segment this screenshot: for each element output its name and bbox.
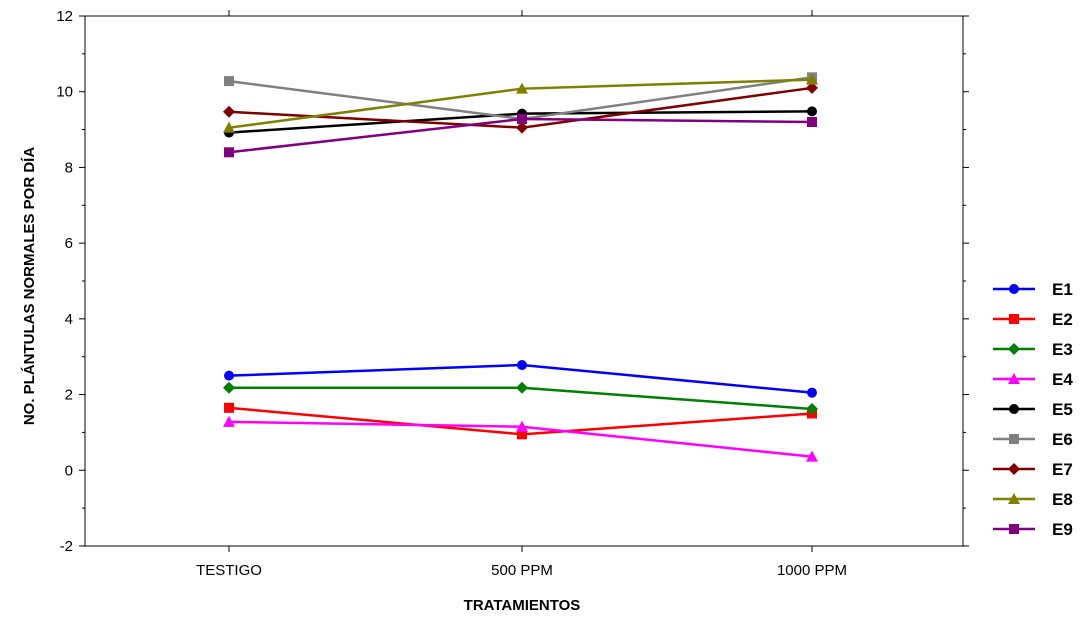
x-tick-label: 1000 PPM bbox=[777, 562, 847, 579]
data-point bbox=[516, 420, 528, 432]
data-point bbox=[807, 117, 817, 127]
x-tick-label: TESTIGO bbox=[196, 562, 262, 579]
x-tick-label: 500 PPM bbox=[491, 562, 553, 579]
legend-item-e9: E9 bbox=[993, 520, 1073, 539]
data-point bbox=[517, 113, 527, 124]
legend-item-e3: E3 bbox=[993, 340, 1073, 359]
data-point bbox=[806, 450, 818, 462]
plot-frame bbox=[84, 15, 964, 547]
legend-marker bbox=[1009, 524, 1019, 534]
y-tick-label: 0 bbox=[65, 462, 73, 479]
legend-marker bbox=[1008, 343, 1020, 355]
data-point bbox=[806, 73, 818, 85]
legend-label: E7 bbox=[1052, 460, 1073, 479]
y-tick-label: 6 bbox=[65, 235, 73, 252]
legend-marker bbox=[1009, 314, 1019, 324]
legend-marker bbox=[1008, 373, 1020, 384]
data-point bbox=[806, 402, 818, 415]
data-point bbox=[806, 81, 818, 94]
legend-label: E9 bbox=[1052, 520, 1073, 539]
data-point bbox=[223, 105, 235, 118]
series-e9 bbox=[224, 113, 817, 158]
data-point bbox=[517, 360, 527, 371]
legend-marker bbox=[1009, 284, 1019, 294]
y-tick-label: 10 bbox=[56, 84, 73, 101]
series-e7 bbox=[223, 81, 818, 134]
data-point bbox=[807, 106, 817, 117]
data-point bbox=[224, 76, 234, 87]
axes: -2 0 2 4 6 8 10 12 TESTIGO 500 PPM 1000 PPM bbox=[56, 8, 969, 579]
legend-marker bbox=[1009, 404, 1019, 414]
legend-label: E6 bbox=[1052, 430, 1073, 449]
data-point bbox=[224, 147, 234, 158]
series-e8 bbox=[223, 73, 818, 133]
x-axis-title: TRATAMIENTOS bbox=[464, 597, 581, 614]
series-e1 bbox=[224, 360, 817, 398]
data-point bbox=[223, 415, 235, 427]
legend: E1 E2 E3 E4 E5 E6 E7 E8 E9 bbox=[993, 280, 1073, 539]
legend-item-e5: E5 bbox=[993, 400, 1073, 419]
data-point bbox=[516, 82, 528, 94]
y-tick-label: -2 bbox=[60, 538, 73, 555]
legend-label: E1 bbox=[1052, 280, 1073, 299]
legend-marker bbox=[1008, 463, 1020, 475]
data-point bbox=[223, 381, 235, 394]
y-tick-label: 2 bbox=[65, 387, 73, 404]
legend-item-e2: E2 bbox=[993, 310, 1073, 329]
legend-label: E8 bbox=[1052, 490, 1073, 509]
legend-item-e8: E8 bbox=[993, 490, 1073, 509]
legend-item-e4: E4 bbox=[993, 370, 1073, 389]
y-tick-label: 4 bbox=[65, 311, 73, 328]
y-tick-label: 12 bbox=[56, 8, 73, 25]
data-point bbox=[517, 429, 527, 440]
legend-label: E5 bbox=[1052, 400, 1073, 419]
legend-label: E3 bbox=[1052, 340, 1073, 359]
data-point bbox=[807, 387, 817, 398]
legend-item-e7: E7 bbox=[993, 460, 1073, 479]
legend-marker bbox=[1008, 493, 1020, 504]
data-point bbox=[224, 402, 234, 413]
data-point bbox=[223, 121, 235, 133]
series-e2 bbox=[224, 402, 817, 440]
series-layer bbox=[223, 72, 818, 462]
legend-marker bbox=[1009, 434, 1019, 444]
data-point bbox=[516, 121, 528, 134]
y-tick-label: 8 bbox=[65, 159, 73, 176]
data-point bbox=[516, 381, 528, 394]
legend-label: E4 bbox=[1052, 370, 1073, 389]
legend-item-e6: E6 bbox=[993, 430, 1073, 449]
legend-label: E2 bbox=[1052, 310, 1073, 329]
y-axis-title: NO. PLÁNTULAS NORMALES POR DÍA bbox=[21, 147, 38, 426]
legend-item-e1: E1 bbox=[993, 280, 1073, 299]
series-e4 bbox=[223, 415, 818, 462]
data-point bbox=[224, 370, 234, 381]
series-e3 bbox=[223, 381, 818, 415]
